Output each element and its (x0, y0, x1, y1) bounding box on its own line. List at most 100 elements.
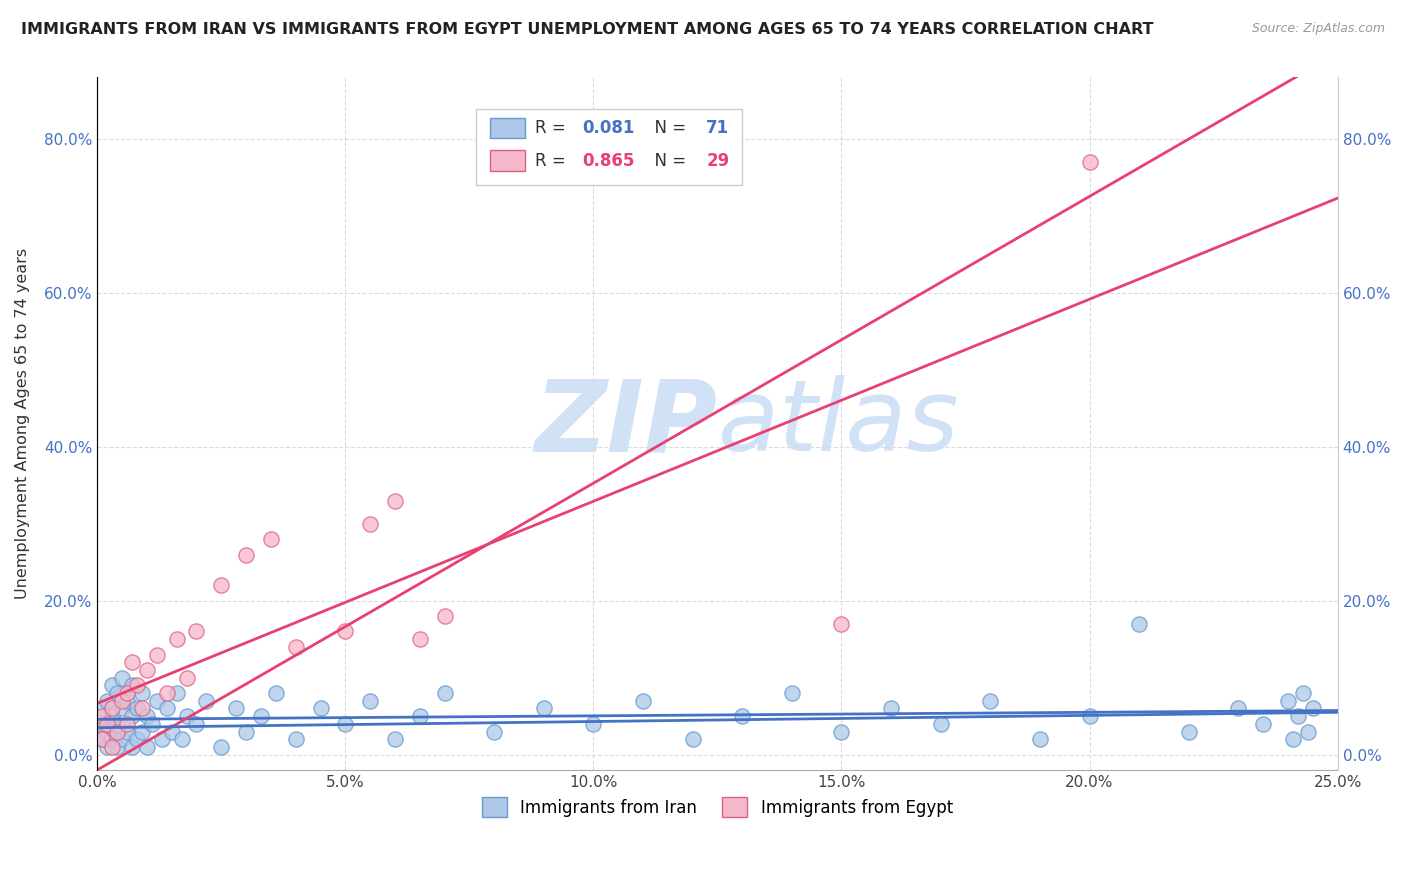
Point (359, 516, 381, 531)
Point (1302, 701, 1324, 715)
Text: R =: R = (536, 152, 571, 169)
Text: 0.081: 0.081 (582, 119, 634, 137)
Text: N =: N = (644, 152, 692, 169)
Point (135, 709, 157, 723)
Point (533, 701, 555, 715)
Point (195, 694, 218, 708)
Point (96, 724, 118, 739)
Point (96, 739, 118, 754)
Point (121, 739, 143, 754)
Point (830, 616, 852, 631)
Point (830, 724, 852, 739)
Point (1286, 709, 1309, 723)
Point (125, 732, 148, 747)
Y-axis label: Unemployment Among Ages 65 to 74 years: Unemployment Among Ages 65 to 74 years (15, 248, 30, 599)
Point (433, 609, 456, 624)
Point (235, 548, 257, 562)
FancyBboxPatch shape (491, 118, 526, 138)
Point (156, 686, 179, 700)
Point (1282, 732, 1305, 747)
Point (115, 686, 138, 700)
Point (1292, 686, 1315, 700)
Point (1296, 724, 1319, 739)
Point (284, 640, 307, 654)
Point (631, 694, 654, 708)
Point (209, 739, 232, 754)
Point (186, 624, 208, 639)
Point (150, 732, 173, 747)
Point (359, 694, 381, 708)
Point (91, 709, 114, 723)
Point (156, 701, 179, 715)
Point (105, 739, 128, 754)
Point (91, 716, 114, 731)
Point (131, 686, 153, 700)
Point (91, 732, 114, 747)
Point (96, 694, 118, 708)
Point (121, 655, 143, 669)
Point (1029, 732, 1052, 747)
Point (225, 701, 247, 715)
Point (176, 709, 198, 723)
Point (91, 732, 114, 747)
Point (780, 686, 803, 700)
Point (101, 678, 124, 692)
FancyBboxPatch shape (475, 109, 742, 185)
Point (121, 678, 143, 692)
Point (309, 701, 332, 715)
Point (105, 724, 128, 739)
Point (433, 686, 456, 700)
Point (170, 732, 193, 747)
Point (880, 701, 903, 715)
Point (160, 724, 183, 739)
Point (384, 493, 406, 508)
Point (1277, 694, 1299, 708)
Point (105, 716, 128, 731)
Point (135, 739, 157, 754)
Point (409, 709, 432, 723)
Point (101, 709, 124, 723)
Point (125, 701, 148, 715)
Point (111, 671, 134, 685)
Point (121, 709, 143, 723)
Point (260, 532, 283, 546)
Text: atlas: atlas (717, 376, 959, 472)
Point (105, 686, 128, 700)
Point (209, 578, 232, 592)
Point (146, 694, 169, 708)
Point (335, 716, 357, 731)
Point (264, 686, 287, 700)
Point (115, 724, 138, 739)
Point (979, 694, 1001, 708)
Point (135, 663, 157, 677)
Point (111, 701, 134, 715)
Point (1227, 701, 1250, 715)
Legend: Immigrants from Iran, Immigrants from Egypt: Immigrants from Iran, Immigrants from Eg… (475, 790, 959, 824)
Point (1128, 616, 1150, 631)
Point (146, 648, 169, 662)
Point (111, 732, 134, 747)
Point (335, 624, 357, 639)
Text: R =: R = (536, 119, 571, 137)
Point (115, 716, 138, 731)
Point (115, 694, 138, 708)
Point (125, 678, 148, 692)
Point (250, 709, 273, 723)
Point (166, 686, 188, 700)
Point (384, 732, 406, 747)
Point (101, 732, 124, 747)
Point (682, 732, 704, 747)
Text: 29: 29 (706, 152, 730, 169)
Point (582, 716, 605, 731)
Point (482, 724, 505, 739)
Text: IMMIGRANTS FROM IRAN VS IMMIGRANTS FROM EGYPT UNEMPLOYMENT AMONG AGES 65 TO 74 Y: IMMIGRANTS FROM IRAN VS IMMIGRANTS FROM … (21, 22, 1153, 37)
Point (91, 701, 114, 715)
Point (101, 739, 124, 754)
Text: Source: ZipAtlas.com: Source: ZipAtlas.com (1251, 22, 1385, 36)
Point (131, 724, 153, 739)
Text: ZIP: ZIP (534, 376, 717, 472)
Point (131, 701, 153, 715)
Point (111, 694, 134, 708)
Point (101, 701, 124, 715)
Text: 71: 71 (706, 119, 730, 137)
